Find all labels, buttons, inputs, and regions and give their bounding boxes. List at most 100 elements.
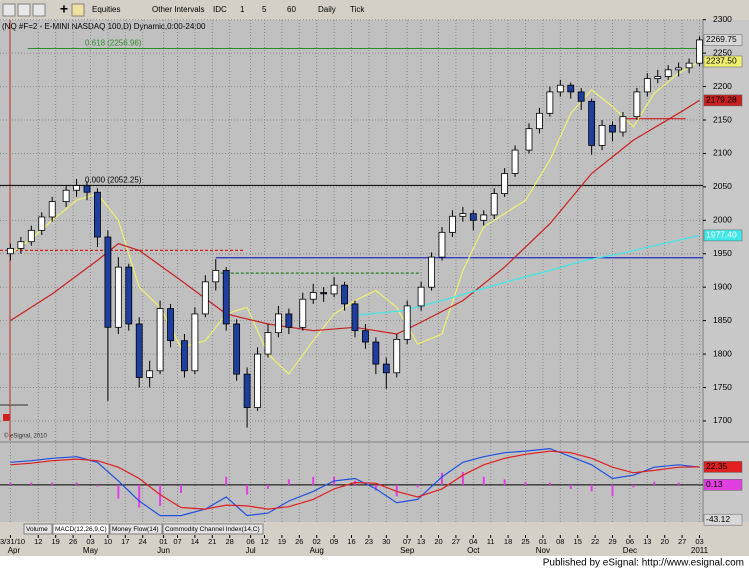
y-tick-label: 1800: [713, 348, 732, 358]
y-tick-label: 2300: [713, 14, 732, 24]
candle-body: [664, 69, 672, 77]
candle-body: [285, 313, 293, 328]
candle-body: [393, 338, 401, 374]
candle-body: [696, 39, 703, 64]
month-label: Jun: [157, 546, 170, 555]
copyright: © eSignal, 2010: [4, 433, 47, 440]
tab-label[interactable]: Money Flow(14): [112, 526, 159, 533]
x-tick-label: 22: [591, 537, 599, 546]
toolbar-item[interactable]: Tick: [350, 5, 365, 14]
toolbar-item[interactable]: IDC: [213, 5, 227, 14]
toolbar-item[interactable]: Daily: [318, 5, 336, 14]
x-tick-label: 11: [487, 537, 495, 546]
y-tick-label: 1950: [713, 248, 732, 258]
candle-body: [643, 78, 651, 93]
month-label: Jul: [245, 546, 255, 555]
x-tick-label: 19: [278, 537, 286, 546]
y-tick-label: 2050: [713, 181, 732, 191]
tool-button[interactable]: [32, 3, 46, 17]
candle-body: [469, 213, 477, 221]
candle-body: [201, 281, 209, 315]
tab-label[interactable]: Commodity Channel Index(14,C): [165, 526, 260, 533]
toolbar-item[interactable]: Other Intervals: [152, 5, 204, 14]
candle-body: [382, 363, 390, 374]
candle-body: [299, 298, 307, 328]
month-label: Nov: [536, 546, 550, 555]
candle-body: [546, 91, 554, 114]
x-tick-label: 08: [556, 537, 564, 546]
macd-axis-label: -43.12: [706, 514, 730, 524]
candle-body: [114, 266, 122, 328]
x-tick-label: 28: [226, 537, 234, 546]
signal-value-label-box: [703, 461, 743, 473]
histogram-value-label: 0.13: [706, 479, 723, 489]
candle-body: [181, 340, 188, 372]
x-tick-label: 10: [104, 537, 112, 546]
tab-label[interactable]: Volume: [26, 526, 48, 533]
candle-body: [536, 112, 543, 130]
candle-body: [27, 229, 35, 243]
candle-body: [654, 76, 662, 79]
candle-body: [104, 236, 112, 328]
add-icon[interactable]: +: [60, 1, 68, 17]
x-tick-label: 03: [695, 537, 703, 546]
ma-value-label: 1977.40: [706, 230, 737, 240]
month-label: Apr: [8, 546, 21, 555]
last-price-label-box: [703, 34, 743, 46]
x-tick-label: 14: [191, 537, 199, 546]
x-tick-label: 12: [34, 537, 42, 546]
candle-body: [125, 266, 133, 325]
toolbar-item[interactable]: 5: [262, 5, 267, 14]
toolbar-item[interactable]: 1: [240, 5, 245, 14]
x-tick-label: 18: [504, 537, 512, 546]
candle-body: [212, 270, 220, 283]
fib-label: 0.000 (2052.25): [85, 175, 142, 184]
month-label: Dec: [623, 546, 637, 555]
chart-title: (NQ #F=2 - E-MINI NASDAQ 100,D) Dynamic,…: [2, 22, 206, 31]
candle-body: [501, 173, 509, 194]
tab[interactable]: [52, 523, 110, 535]
tab[interactable]: [162, 523, 264, 535]
footer: Published by eSignal: http://www.esignal…: [543, 558, 744, 569]
candle-body: [438, 231, 446, 258]
ma-value-label-box: [703, 94, 743, 107]
candle-body: [459, 213, 467, 217]
candle-body: [48, 201, 56, 218]
x-tick-label: 07: [403, 537, 411, 546]
y-tick-label: 2100: [713, 148, 732, 158]
toolbar-item[interactable]: Equities: [92, 5, 120, 14]
x-tick-label: 29: [608, 537, 616, 546]
candles: [7, 36, 703, 428]
y-tick-label: 2250: [713, 47, 732, 57]
candle-body: [633, 91, 641, 118]
tab[interactable]: [23, 523, 53, 535]
toolbar-item[interactable]: 60: [287, 5, 296, 14]
candle-body: [362, 330, 369, 343]
x-tick-label: 27: [452, 537, 460, 546]
r-icon[interactable]: [3, 414, 10, 421]
last-price-label: 2269.75: [706, 34, 737, 44]
candle-body: [403, 305, 411, 340]
x-tick-label: 06: [246, 537, 254, 546]
ma-value-label-box: [703, 55, 743, 68]
tool-button[interactable]: [17, 3, 31, 17]
x-tick-label: 20: [434, 537, 442, 546]
candle-body: [146, 370, 154, 378]
candle-body: [449, 215, 456, 233]
tab-label[interactable]: MACD(12,26,9,C): [55, 526, 107, 533]
candle-body: [330, 284, 338, 295]
macd-line: [10, 447, 700, 517]
x-tick-label: 01: [539, 537, 547, 546]
candle-body: [598, 124, 606, 146]
candle-body: [254, 353, 261, 408]
x-tick-label: 24: [139, 537, 147, 546]
tool-button[interactable]: [2, 3, 16, 17]
x-tick-label: 12: [260, 537, 268, 546]
tool-button[interactable]: [71, 3, 85, 17]
x-tick-label: 03/31/10: [0, 537, 25, 546]
x-tick-label: 25: [521, 537, 529, 546]
x-tick-label: 20: [661, 537, 669, 546]
tab[interactable]: [109, 523, 163, 535]
histogram-value-label-box: [703, 479, 743, 491]
ma-value-label: 2237.50: [706, 56, 737, 66]
